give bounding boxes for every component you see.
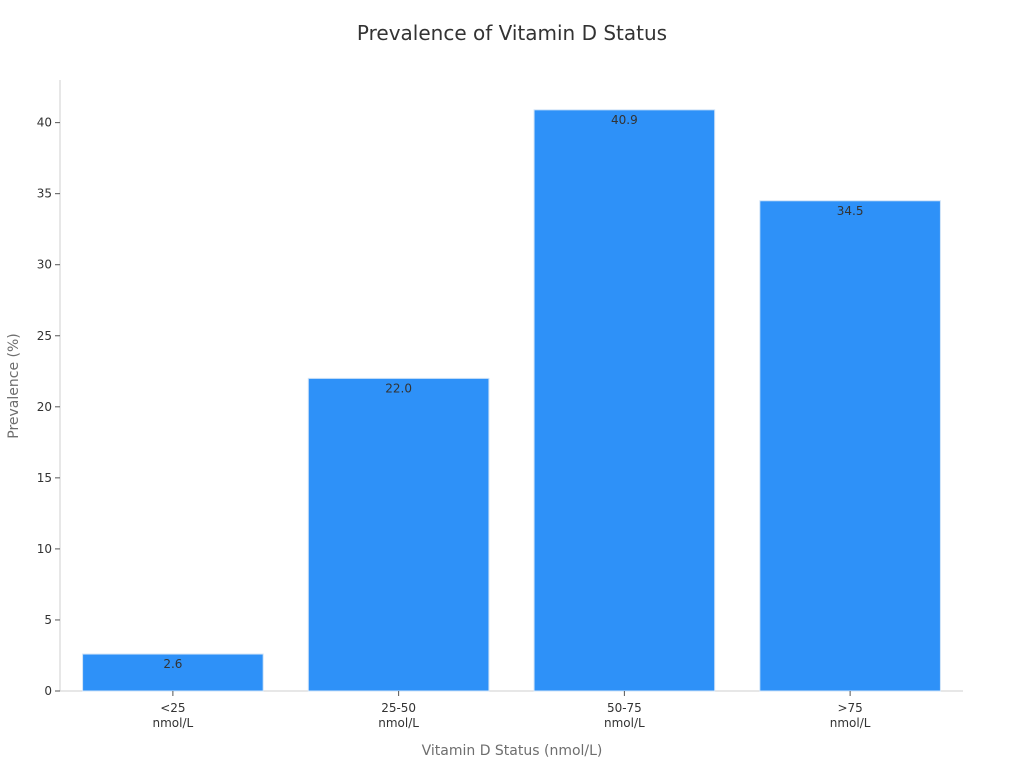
x-axis-label: Vitamin D Status (nmol/L): [422, 743, 603, 759]
y-tick-label: 0: [44, 684, 52, 698]
bar-value-label: 22.0: [385, 381, 412, 395]
x-tick-label: nmol/L: [378, 716, 419, 730]
y-axis-label: Prevalence (%): [6, 333, 22, 439]
bar-value-label: 2.6: [163, 657, 182, 671]
chart-title: Prevalence of Vitamin D Status: [357, 21, 667, 45]
y-tick-label: 30: [37, 258, 52, 272]
y-tick-label: 15: [37, 471, 52, 485]
y-tick-label: 10: [37, 542, 52, 556]
y-tick-label: 25: [37, 329, 52, 343]
x-tick-label: >75: [837, 701, 862, 715]
x-tick-label: 25-50: [381, 701, 416, 715]
bar: [82, 653, 264, 692]
x-tick-label: 50-75: [607, 701, 642, 715]
y-tick-label: 40: [37, 116, 52, 130]
bar: [759, 200, 941, 692]
y-tick-label: 5: [44, 613, 52, 627]
plot-area: 05101520253035402.6<25nmol/L22.025-50nmo…: [37, 80, 963, 730]
x-tick-label: <25: [160, 701, 185, 715]
y-tick-label: 20: [37, 400, 52, 414]
y-tick-label: 35: [37, 187, 52, 201]
x-tick-label: nmol/L: [604, 716, 645, 730]
x-tick-label: nmol/L: [830, 716, 871, 730]
bar-value-label: 34.5: [837, 204, 864, 218]
bar: [307, 377, 490, 692]
bar: [533, 109, 716, 692]
bar-value-label: 40.9: [611, 113, 638, 127]
x-tick-label: nmol/L: [153, 716, 194, 730]
